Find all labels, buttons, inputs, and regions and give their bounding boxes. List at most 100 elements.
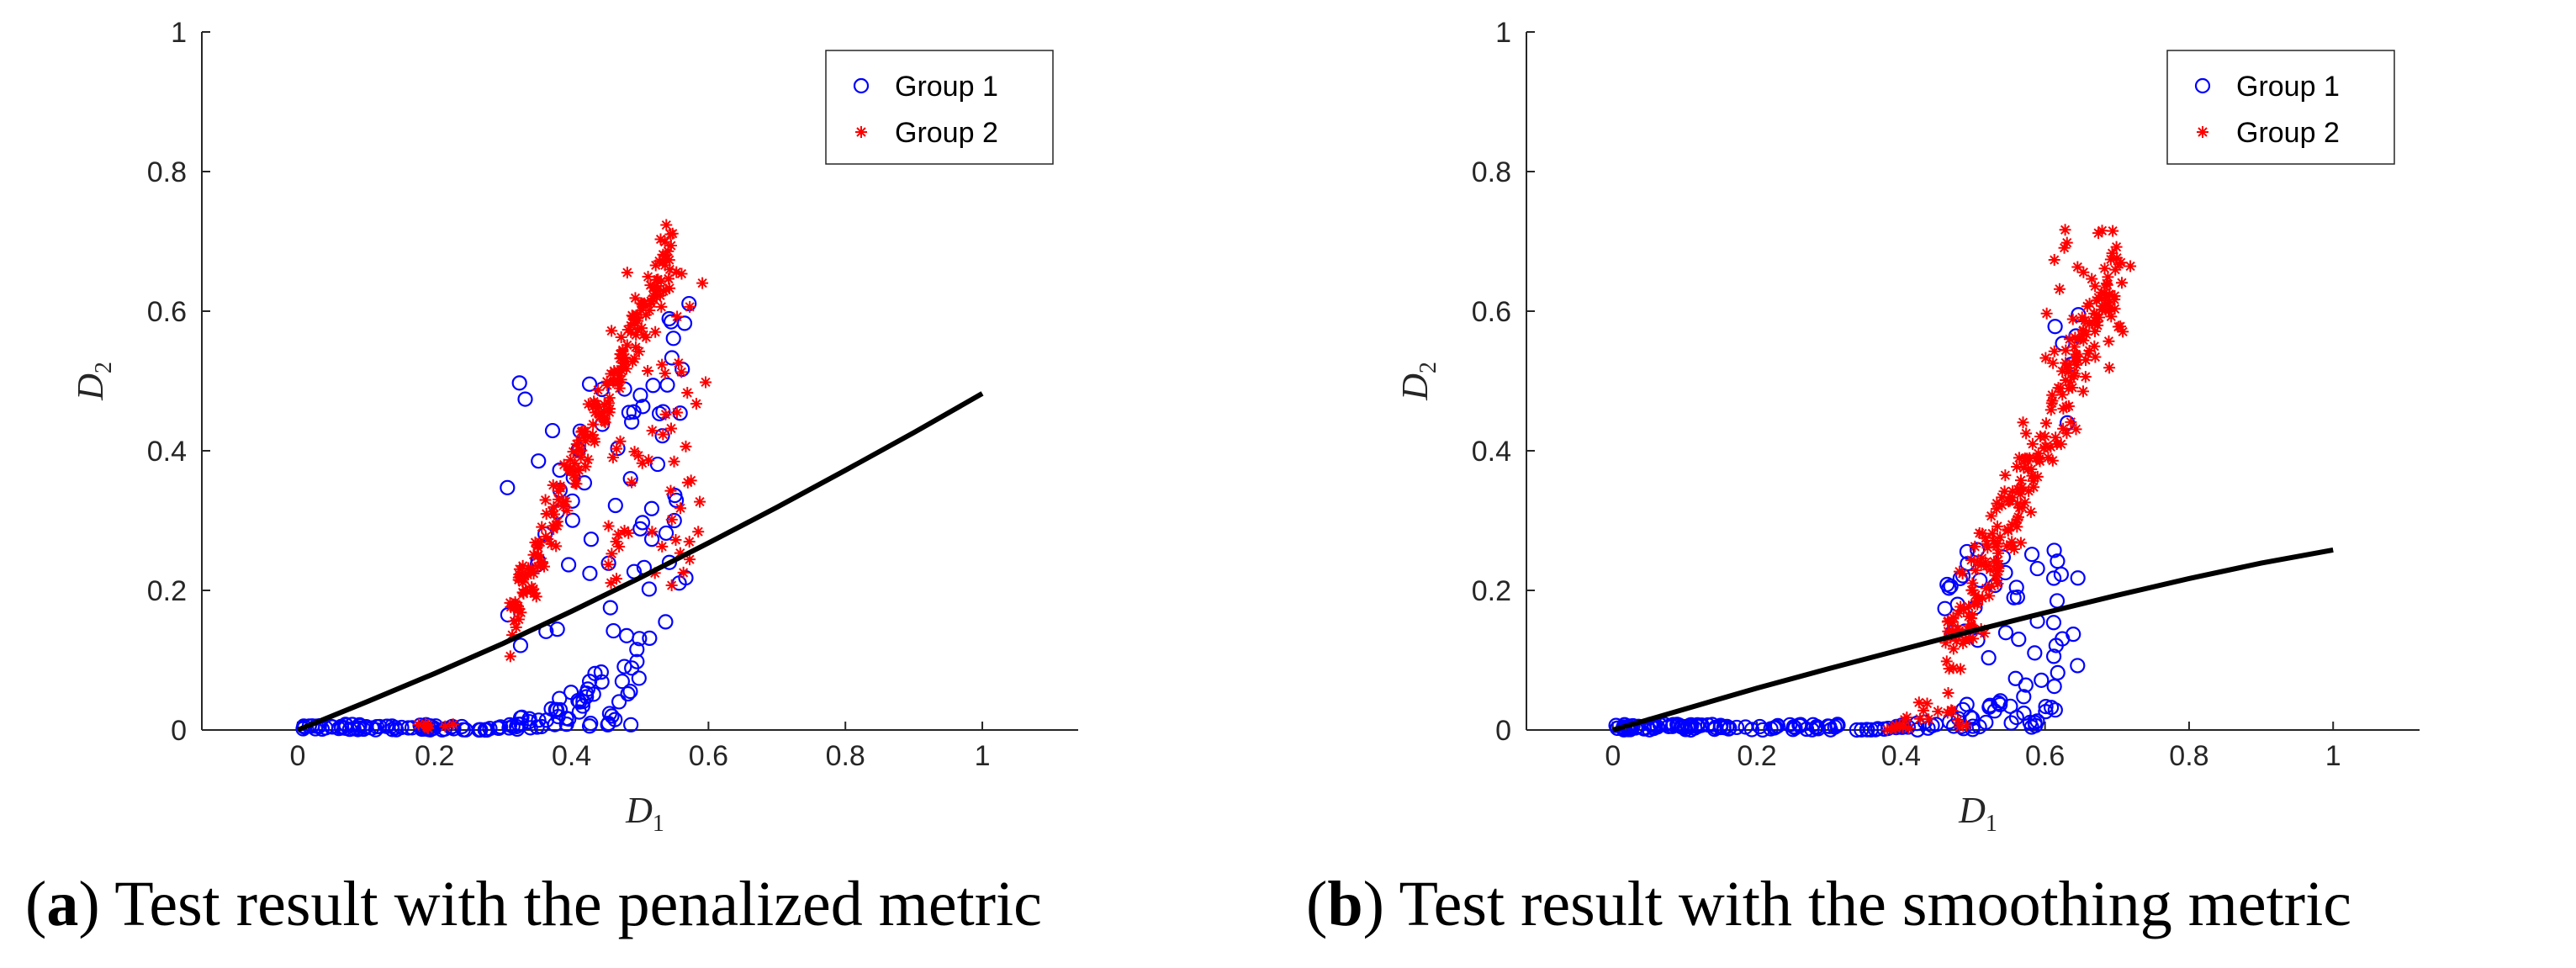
group-2-point [2069,355,2081,368]
group-2-point [2071,358,2083,371]
group-2-point [1991,574,2003,587]
group-2-point [558,458,570,471]
group-2-point [1969,540,1981,553]
group-2-point [603,397,616,410]
group-2-point [1980,582,1992,595]
caption-panel-label: b [1327,869,1362,939]
group-2-point [2103,362,2116,374]
group-2-point [654,233,667,246]
group-2-point [652,273,664,286]
group-2-point [2017,416,2029,429]
group-2-point [1969,597,1981,610]
group-1-point [2047,319,2063,335]
group-2-point [664,228,677,241]
group-2-point [1893,720,1906,733]
group-2-point [528,587,541,600]
group-1-point [1962,709,1978,725]
group-2-point [1917,704,1930,717]
group-2-point [606,452,619,464]
group-2-point [1901,711,1913,724]
group-2-point [2109,263,2122,276]
group-2-point [2083,318,2096,331]
group-2-point [2065,415,2077,428]
group-2-point [510,598,522,611]
group-2-point [521,569,534,581]
group-2-point [2060,357,2072,369]
x-axis-label-main: D [1958,790,1986,831]
group-1-point [1646,719,1662,736]
group-2-point [2079,370,2092,383]
group-2-point [551,516,563,528]
group-2-point [2046,454,2059,467]
group-1-point [634,515,651,531]
group-2-point [606,325,618,337]
group-2-point [2006,491,2018,504]
group-1-point [620,685,636,702]
group-2-point [1965,618,1977,631]
group-2-point [1947,611,1960,624]
group-2-point [665,579,678,592]
group-2-point [616,365,628,378]
x-axis-label-sub: 1 [1986,811,1997,837]
group-2-point [1981,537,1993,550]
group-1-point [616,659,632,674]
group-2-point [527,567,540,579]
group-2-point [2060,344,2072,357]
group-2-point [587,418,600,431]
group-1-point [2002,698,2018,714]
group-2-point [2086,272,2098,285]
group-1-point [2050,664,2066,680]
group-2-point [660,219,673,231]
group-2-point [692,526,705,538]
group-2-point [616,344,629,357]
group-2-point [2007,485,2019,498]
legend-group-2-label: Group 2 [895,117,998,149]
group-2-point [582,398,595,410]
group-1-point [1769,718,1785,734]
group-2-point [594,410,606,423]
group-2-point [2016,501,2029,514]
group-1-point [1971,719,1987,735]
group-2-point [547,500,560,513]
group-2-point [547,479,559,491]
group-2-point [2023,452,2036,464]
y-axis-label-main: D [70,373,111,401]
group-2-point [675,267,688,280]
group-1-point [621,405,637,421]
group-2-point [662,245,674,257]
group-2-point [1954,600,1967,613]
group-2-point [2076,385,2089,398]
group-1-point [614,674,630,690]
group-2-point [1952,607,1965,620]
group-2-point [1921,697,1933,710]
group-2-point [650,291,663,304]
group-2-point [512,574,525,586]
group-2-point [532,560,544,573]
group-2-point [519,583,532,595]
group-1-point [1981,650,1997,666]
group-1-point [2011,632,2027,648]
group-1-point [583,532,600,547]
group-2-point [670,406,683,419]
group-1-point [645,378,661,394]
group-2-point [622,324,634,336]
group-2-point [574,451,587,463]
group-1-point [582,565,598,581]
group-1-point [593,664,609,680]
group-2-point [643,304,656,316]
group-2-point [2092,227,2105,240]
group-2-point [2054,382,2066,394]
group-1-point [529,719,545,735]
group-2-point [600,375,613,388]
group-2-point [2093,311,2106,324]
group-2-point [2024,505,2037,518]
group-2-point [2071,261,2084,273]
group-2-point [2092,291,2105,304]
group-2-point [561,504,574,516]
group-2-point [2002,523,2014,536]
group-2-point [2101,278,2113,291]
group-2-point [536,556,548,569]
y-axis-label-main: D [1394,373,1436,401]
group-1-point [2016,689,2032,705]
group-1-point [611,694,627,710]
